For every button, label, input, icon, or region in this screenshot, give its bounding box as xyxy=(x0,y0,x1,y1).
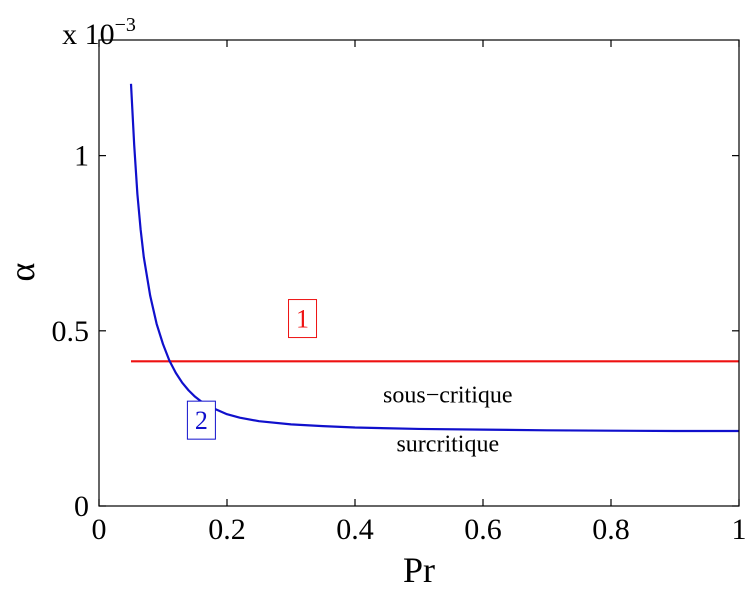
x-tick-label: 0.6 xyxy=(464,513,502,546)
y-scale-exponent: −3 xyxy=(115,14,136,36)
x-tick-label: 0.8 xyxy=(592,513,630,546)
x-axis-title: Pr xyxy=(403,550,435,590)
curve-tag-layer: 12 xyxy=(186,299,318,440)
y-scale-prefix: x 10 xyxy=(62,18,115,51)
x-tick-label: 1 xyxy=(732,513,745,546)
y-tick-label: 0.5 xyxy=(52,315,90,348)
curve-tag-box-2 xyxy=(186,400,216,440)
y-tick-label: 0 xyxy=(74,490,89,523)
y-tick-label: 1 xyxy=(74,140,89,173)
y-scale-exponent-label: x 10−3 xyxy=(62,14,136,51)
region-label-subcritical: sous−critique xyxy=(383,383,513,409)
tick-layer: 0 0.2 0.4 0.6 0.8 1 0 0.5 1 xyxy=(52,40,745,546)
curve-tag-label-1: 1 xyxy=(296,305,309,334)
x-tick-label: 0.2 xyxy=(208,513,246,546)
region-label-supercritical: surcritique xyxy=(396,432,499,458)
x-tick-label: 0 xyxy=(92,513,107,546)
y-axis-title: α xyxy=(2,262,42,281)
curve-tag-box-1 xyxy=(288,299,318,339)
plot-frame xyxy=(98,39,740,507)
x-tick-label: 0.4 xyxy=(336,513,374,546)
annotation-layer: sous−critique surcritique xyxy=(383,383,513,458)
curve-tag-label-2: 2 xyxy=(195,406,208,435)
